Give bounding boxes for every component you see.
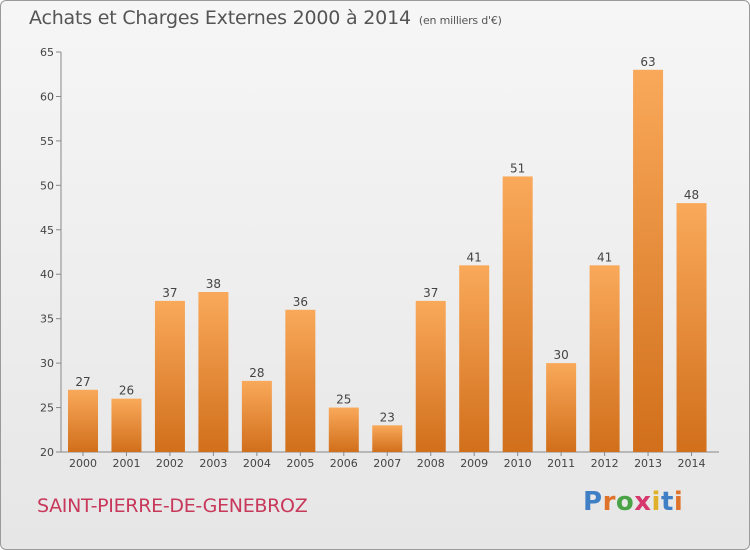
bar: [459, 265, 490, 452]
y-tick-label: 45: [40, 224, 54, 237]
bar: [68, 389, 98, 452]
y-tick-label: 30: [40, 357, 54, 370]
y-tick-label: 40: [40, 268, 54, 281]
data-label: 25: [336, 393, 351, 407]
data-label: 30: [553, 348, 568, 362]
bar: [111, 398, 142, 452]
x-tick-label: 2008: [417, 457, 445, 470]
logo-letter: t: [660, 487, 674, 517]
chart-subtitle: (en milliers d'€): [418, 14, 502, 27]
bar: [546, 363, 577, 452]
data-label: 41: [467, 250, 482, 264]
y-tick-label: 60: [40, 90, 54, 103]
x-tick-label: 2001: [112, 457, 140, 470]
data-label: 36: [293, 295, 308, 309]
data-label: 48: [684, 188, 699, 202]
y-tick-label: 25: [40, 402, 54, 415]
x-tick-label: 2003: [199, 457, 227, 470]
logo-letter: i: [651, 487, 661, 517]
commune-name: SAINT-PIERRE-DE-GENEBROZ: [37, 495, 308, 517]
data-label: 37: [162, 286, 177, 300]
x-tick-label: 2011: [547, 457, 575, 470]
x-tick-label: 2014: [678, 457, 706, 470]
bar: [633, 69, 664, 453]
bar: [415, 300, 446, 452]
bar: [285, 309, 316, 452]
x-tick-label: 2009: [460, 457, 488, 470]
logo-letter: P: [583, 487, 603, 517]
data-label: 37: [423, 286, 438, 300]
bar: [589, 265, 620, 452]
y-tick-label: 50: [40, 179, 54, 192]
logo-letter: x: [634, 487, 652, 517]
x-tick-label: 2007: [373, 457, 401, 470]
proxiti-logo: Proxiti: [583, 487, 683, 517]
bar: [372, 425, 403, 452]
x-tick-label: 2004: [243, 457, 271, 470]
data-label: 38: [206, 277, 221, 291]
x-tick-label: 2005: [286, 457, 314, 470]
data-label: 51: [510, 161, 525, 175]
x-tick-label: 2000: [69, 457, 97, 470]
data-label: 27: [75, 375, 90, 389]
bar: [328, 407, 359, 452]
y-tick-label: 35: [40, 313, 54, 326]
bar: [241, 380, 272, 452]
bar: [502, 176, 533, 452]
y-tick-label: 65: [40, 46, 54, 59]
data-label: 23: [380, 410, 395, 424]
logo-letter: o: [615, 487, 635, 517]
x-tick-label: 2013: [634, 457, 662, 470]
x-tick-label: 2012: [591, 457, 619, 470]
y-tick-label: 20: [40, 446, 54, 459]
chart-labels: 2000 27 2001 26 2002 37 2003 38 2004 28 2005 36 2006…: [69, 55, 706, 470]
x-tick-label: 2002: [156, 457, 184, 470]
y-tick-label: 55: [40, 135, 54, 148]
logo-letter: i: [673, 487, 684, 517]
bar: [676, 203, 707, 452]
data-label: 41: [597, 250, 612, 264]
data-label: 26: [119, 384, 134, 398]
logo-letter: r: [602, 487, 616, 517]
data-label: 63: [640, 55, 655, 69]
bar: [154, 300, 185, 452]
data-label: 28: [249, 366, 264, 380]
x-tick-label: 2006: [330, 457, 358, 470]
x-tick-label: 2010: [504, 457, 532, 470]
bar: [198, 292, 229, 452]
chart-bars: [68, 69, 707, 453]
chart-title-text: Achats et Charges Externes 2000 à 2014: [29, 7, 411, 29]
chart-title: Achats et Charges Externes 2000 à 2014 (e…: [29, 7, 502, 29]
